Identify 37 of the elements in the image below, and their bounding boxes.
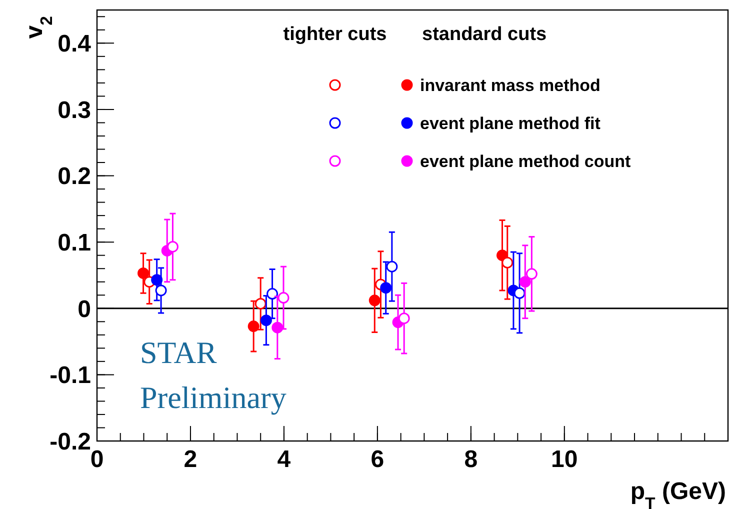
y-tick-label: 0.4 [58, 30, 92, 58]
y-tick-label: 0.3 [58, 96, 91, 124]
point [272, 322, 284, 334]
legend-label: event plane method fit [420, 114, 601, 133]
point [166, 240, 178, 252]
y-tick-label: 0 [78, 296, 91, 323]
point [386, 260, 398, 272]
y-tick-label: -0.2 [50, 428, 91, 456]
point [151, 274, 163, 286]
legend-label: invarant mass method [420, 76, 600, 95]
annotation: Preliminary [140, 380, 287, 415]
x-tick-label: 2 [184, 446, 198, 473]
x-tick-label: 4 [277, 446, 292, 473]
y-tick-label: -0.1 [50, 362, 91, 390]
point [519, 276, 531, 288]
point [155, 284, 167, 296]
point [248, 320, 260, 332]
y-tick-label: 0.2 [58, 163, 91, 190]
point [502, 256, 514, 268]
point [254, 298, 266, 310]
point [526, 268, 538, 280]
annotation: standard cuts [422, 24, 547, 45]
legend-label: event plane method count [420, 152, 631, 171]
y-tick-label: 0.1 [58, 229, 91, 256]
x-tick-label: 10 [551, 446, 578, 473]
annotation: STAR [140, 335, 218, 370]
point [260, 314, 272, 326]
point [138, 267, 150, 279]
point [398, 312, 410, 324]
point [514, 287, 526, 299]
point [278, 292, 290, 304]
x-tick-label: 6 [370, 446, 384, 473]
x-tick-label: 8 [464, 446, 478, 473]
point [368, 294, 380, 306]
point [380, 282, 392, 294]
annotation: tighter cuts [283, 24, 387, 45]
x-axis-title: p$_{T}$ (GeV) [630, 478, 726, 509]
